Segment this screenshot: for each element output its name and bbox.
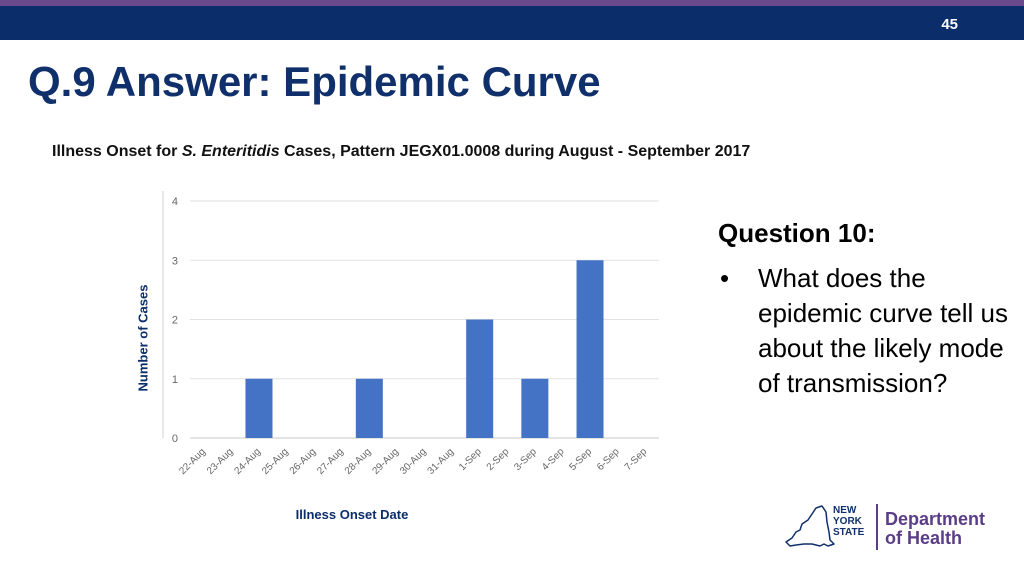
header-bar: 45 xyxy=(0,6,1024,40)
page-number: 45 xyxy=(941,16,958,33)
x-tick-label: 24-Aug xyxy=(233,446,264,477)
logo-state-line1: NEW xyxy=(833,505,857,516)
logo-dept-line1: Department xyxy=(885,509,986,529)
x-tick-label: 22-Aug xyxy=(177,446,208,477)
bar-3-Sep xyxy=(521,378,549,438)
bar-24-Aug xyxy=(245,378,273,438)
logo-department-name: Department of Health xyxy=(885,510,985,548)
question-bullet: • What does the epidemic curve tell us a… xyxy=(718,261,1008,401)
x-tick-label: 3-Sep xyxy=(512,446,539,473)
logo-state-line2: YORK xyxy=(833,516,862,527)
question-heading: Question 10: xyxy=(718,218,876,248)
logo-state-line3: STATE xyxy=(833,527,865,538)
x-tick-label: 7-Sep xyxy=(623,446,650,473)
new-york-state-outline-icon xyxy=(785,505,835,547)
nys-doh-logo: NEW YORK STATE Department of Health xyxy=(782,500,1002,556)
bullet-icon: • xyxy=(720,263,730,293)
chart-title-italic: S. Enteritidis xyxy=(181,143,280,160)
x-tick-label: 31-Aug xyxy=(426,446,457,477)
y-tick-label: 0 xyxy=(172,433,178,445)
x-tick-label: 4-Sep xyxy=(540,446,567,473)
x-tick-label: 2-Sep xyxy=(485,446,512,473)
x-tick-label: 6-Sep xyxy=(595,446,622,473)
x-tick-label: 25-Aug xyxy=(260,446,291,477)
bar-5-Sep xyxy=(576,260,604,438)
x-tick-label: 28-Aug xyxy=(343,446,374,477)
header-accent-stripe xyxy=(0,0,1024,6)
x-axis-label: Illness Onset Date xyxy=(295,507,409,522)
x-tick-label: 1-Sep xyxy=(457,446,484,473)
y-axis-label: Number of Cases xyxy=(135,284,151,392)
y-tick-label: 2 xyxy=(172,315,178,327)
x-tick-label: 5-Sep xyxy=(568,446,595,473)
y-tick-label: 3 xyxy=(172,255,178,267)
logo-state-name: NEW YORK STATE xyxy=(833,505,864,538)
x-tick-label: 29-Aug xyxy=(370,446,401,477)
x-tick-label: 26-Aug xyxy=(288,446,319,477)
x-tick-label: 23-Aug xyxy=(205,446,236,477)
chart-title: Illness Onset for S. Enteritidis Cases, … xyxy=(52,143,750,161)
bar-28-Aug xyxy=(355,378,383,438)
chart-title-part2: Cases, Pattern JEGX01.0008 during August… xyxy=(279,143,751,160)
slide-title: Q.9 Answer: Epidemic Curve xyxy=(28,58,601,105)
logo-dept-line2: of Health xyxy=(885,528,963,548)
chart-title-part1: Illness Onset for xyxy=(52,143,182,160)
question-panel: Question 10: • What does the epidemic cu… xyxy=(718,218,1008,401)
y-tick-label: 4 xyxy=(172,196,178,208)
x-tick-label: 27-Aug xyxy=(315,446,346,477)
bar-1-Sep xyxy=(466,319,494,438)
y-tick-label: 1 xyxy=(172,374,178,386)
x-tick-label: 30-Aug xyxy=(398,446,429,477)
logo-divider xyxy=(876,504,878,550)
question-text: What does the epidemic curve tell us abo… xyxy=(758,263,1008,398)
